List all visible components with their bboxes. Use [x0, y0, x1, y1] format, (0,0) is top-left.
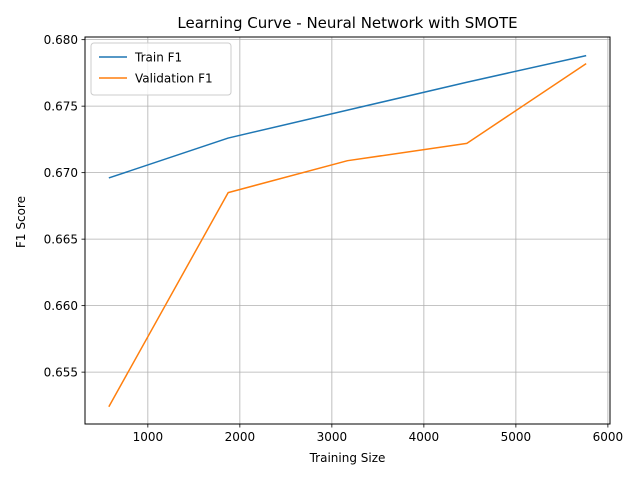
legend-label: Train F1 — [134, 51, 182, 65]
series-lines — [108, 54, 587, 408]
y-tick-label: 0.675 — [44, 100, 78, 114]
chart-title: Learning Curve - Neural Network with SMO… — [177, 14, 517, 32]
x-tick-label: 6000 — [593, 430, 624, 444]
grid-lines — [85, 37, 610, 424]
x-tick-label: 2000 — [225, 430, 256, 444]
x-tick-label: 5000 — [501, 430, 532, 444]
y-tick-label: 0.665 — [44, 233, 78, 247]
series-line-0 — [108, 54, 587, 179]
y-axis-label: F1 Score — [14, 196, 28, 248]
y-tick-label: 0.670 — [44, 166, 78, 180]
y-tick-label: 0.680 — [44, 33, 78, 47]
x-tick-label: 1000 — [133, 430, 164, 444]
x-tick-label: 4000 — [409, 430, 440, 444]
y-axis-ticks: 0.655 0.660 0.665 0.670 0.675 0.680 — [44, 33, 85, 380]
y-tick-label: 0.660 — [44, 299, 78, 313]
x-tick-label: 3000 — [317, 430, 348, 444]
legend-label: Validation F1 — [135, 72, 213, 86]
legend: Train F1 Validation F1 — [90, 42, 232, 96]
series-line-1 — [108, 62, 587, 408]
x-axis-ticks: 1000 2000 3000 4000 5000 6000 — [133, 424, 624, 444]
legend-box — [90, 42, 232, 96]
y-tick-label: 0.655 — [44, 366, 78, 380]
plot-frame — [84, 36, 611, 425]
x-axis-label: Training Size — [309, 451, 386, 465]
